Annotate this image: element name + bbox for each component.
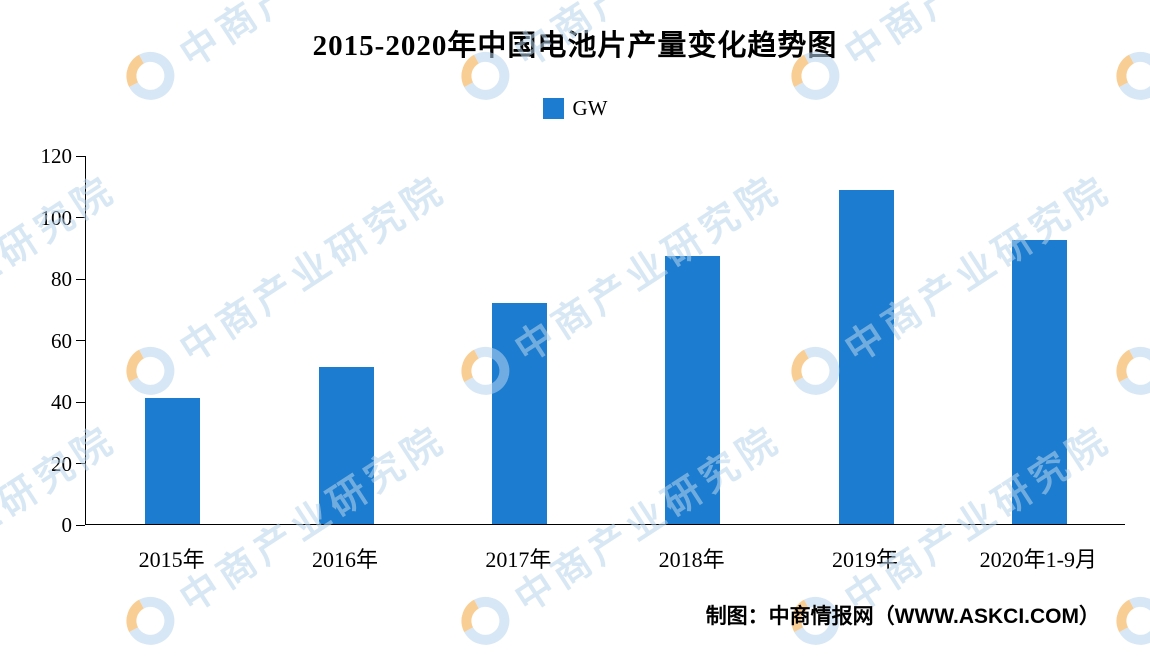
y-axis-tick-label: 60 bbox=[51, 328, 72, 353]
footer-credit: 制图：中商情报网（WWW.ASKCI.COM） bbox=[705, 605, 1100, 628]
y-axis-tick-mark bbox=[76, 155, 85, 157]
bar-2020年1-9月 bbox=[1011, 240, 1067, 524]
watermark-logo-icon bbox=[455, 590, 516, 651]
legend-label: GW bbox=[572, 96, 608, 120]
x-axis-label-2015年: 2015年 bbox=[138, 547, 205, 572]
y-axis-tick-mark bbox=[76, 217, 85, 218]
y-axis-tick-mark bbox=[76, 278, 85, 280]
x-axis-label-2019年: 2019年 bbox=[831, 547, 898, 572]
bar-2019年 bbox=[838, 190, 894, 524]
y-axis-tick-mark bbox=[76, 463, 85, 464]
chart-page: { "title": "2015-2020年中国电池片产量变化趋势图", "le… bbox=[0, 0, 1150, 651]
bar-2017年 bbox=[491, 302, 547, 524]
y-axis-tick-label: 80 bbox=[51, 267, 72, 291]
legend: GW bbox=[0, 96, 1150, 121]
y-axis-tick-mark bbox=[76, 524, 85, 526]
x-axis-label-2018年: 2018年 bbox=[658, 547, 725, 572]
legend-swatch bbox=[542, 98, 564, 119]
plot-area bbox=[85, 156, 1125, 525]
y-axis-tick-mark bbox=[76, 401, 85, 403]
y-axis-tick-mark bbox=[76, 340, 85, 341]
x-axis-label-2020年1-9月: 2020年1-9月 bbox=[979, 547, 1097, 572]
watermark-logo-icon bbox=[1110, 590, 1150, 651]
x-axis-label-2016年: 2016年 bbox=[311, 547, 378, 572]
watermark-logo-icon bbox=[120, 590, 181, 651]
y-axis-tick-label: 20 bbox=[51, 451, 72, 476]
y-axis-tick-label: 40 bbox=[51, 390, 72, 414]
y-axis-tick-label: 100 bbox=[40, 205, 73, 230]
y-axis-tick-label: 120 bbox=[40, 144, 73, 168]
bar-2015年 bbox=[145, 397, 201, 524]
y-axis-tick-label: 0 bbox=[61, 513, 73, 537]
x-axis-label-2017年: 2017年 bbox=[485, 547, 552, 572]
chart-title: 2015-2020年中国电池片产量变化趋势图 bbox=[312, 30, 838, 62]
bar-2018年 bbox=[665, 255, 721, 524]
bar-2016年 bbox=[318, 367, 374, 524]
